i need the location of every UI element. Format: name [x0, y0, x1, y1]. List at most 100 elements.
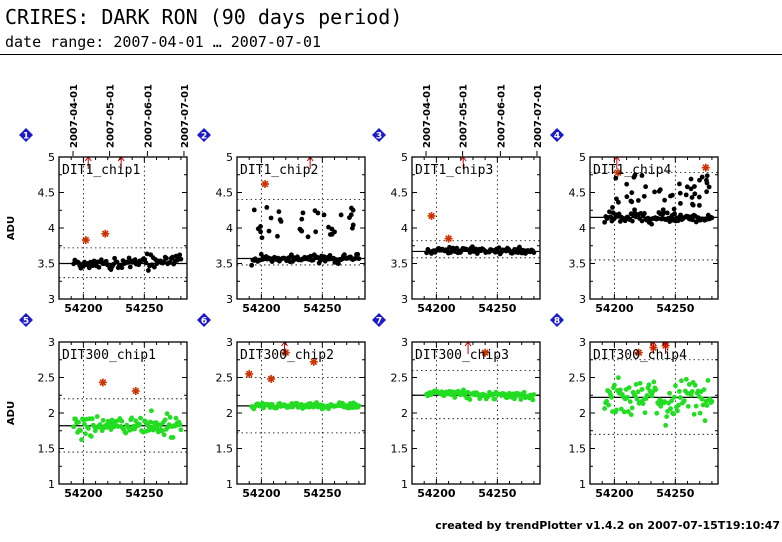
data-point [276, 209, 282, 215]
index-badge-icon [19, 128, 33, 142]
data-point [639, 218, 645, 224]
data-point [177, 252, 183, 258]
y-tick-label: 4.5 [391, 187, 409, 200]
data-point [308, 253, 314, 259]
data-point [531, 392, 537, 397]
data-point [701, 387, 707, 393]
y-tick-label: 5 [579, 151, 586, 164]
panel-4: 4 3 3.5 4 4.5 5 54200 54250 DIT1_chip4 [550, 128, 719, 315]
data-point [644, 393, 650, 398]
data-point [96, 264, 102, 270]
data-point [164, 411, 170, 417]
data-point [119, 418, 125, 424]
data-point [678, 212, 683, 218]
data-point [704, 189, 710, 195]
data-point [705, 378, 711, 383]
data-point [132, 257, 138, 263]
data-point [627, 399, 633, 404]
panel-label: DIT1_chip3 [415, 163, 493, 178]
data-point [697, 410, 703, 416]
data-point [617, 387, 623, 393]
data-point [321, 212, 327, 218]
data-point [689, 389, 695, 394]
data-point [467, 397, 473, 402]
data-point [251, 207, 257, 213]
y-tick-label: 2 [226, 407, 233, 420]
outlier-stroke [132, 387, 140, 395]
page-title: CRIRES: DARK RON (90 days period) [5, 5, 403, 29]
data-point [467, 250, 473, 255]
y-tick-label: 4 [579, 222, 586, 235]
data-point [78, 428, 83, 433]
y-tick-label: 2 [48, 407, 55, 420]
y-tick-label: 5 [401, 151, 408, 164]
index-badge-label: 7 [376, 317, 382, 327]
outlier-marker [81, 236, 90, 245]
data-point [677, 181, 682, 187]
data-point [678, 395, 683, 400]
outlier-marker [245, 369, 254, 378]
y-tick-label: 2.5 [569, 372, 587, 385]
y-axis-label: ADU [6, 401, 17, 425]
outlier-stroke [82, 236, 90, 244]
data-point [162, 417, 168, 423]
data-point [177, 422, 183, 427]
data-point [629, 218, 635, 224]
data-point [73, 416, 78, 422]
data-point [178, 427, 184, 433]
data-point [147, 419, 153, 425]
data-point [671, 411, 676, 417]
index-badge-label: 3 [376, 132, 382, 142]
data-point [356, 256, 362, 262]
data-point [264, 204, 270, 210]
data-point [706, 184, 712, 190]
data-point [299, 216, 305, 222]
data-point [658, 216, 664, 222]
panel-label: DIT1_chip4 [593, 163, 671, 178]
x-tick-label: 54200 [595, 302, 634, 315]
data-point [170, 254, 175, 260]
data-point [82, 421, 87, 427]
data-point [452, 395, 458, 400]
data-point [607, 209, 612, 215]
outlier-marker [98, 378, 107, 387]
data-point [143, 260, 149, 266]
data-point [639, 387, 645, 392]
data-point [610, 205, 615, 210]
panel-label: DIT300_chip1 [62, 348, 156, 363]
outlier-marker [444, 234, 453, 243]
data-point [690, 217, 696, 223]
x-tick-label: 54250 [125, 487, 164, 500]
data-point [664, 414, 670, 420]
plot-frame [411, 341, 541, 485]
data-point [683, 192, 689, 198]
panel-label: DIT300_chip4 [593, 348, 687, 363]
index-badge-icon [372, 128, 386, 142]
outlier-marker [614, 168, 623, 177]
y-tick-label: 3.5 [216, 258, 234, 271]
data-point [628, 412, 634, 418]
data-point [669, 398, 674, 404]
outlier-marker [701, 163, 710, 172]
data-point [654, 410, 660, 416]
data-point [651, 379, 657, 385]
data-point [662, 197, 667, 203]
y-tick-label: 3 [579, 293, 586, 306]
outlier-stroke [445, 235, 452, 243]
data-point [159, 428, 165, 434]
data-point [634, 396, 640, 402]
data-point [602, 406, 608, 411]
outlier-marker [101, 229, 110, 238]
data-point [298, 228, 304, 234]
x-tick-label: 54250 [656, 487, 695, 500]
data-point [696, 194, 702, 200]
panel-label: DIT1_chip1 [62, 163, 140, 178]
data-point [71, 424, 77, 430]
data-point [704, 180, 710, 186]
data-point [637, 380, 643, 386]
data-point [700, 402, 706, 408]
data-point [137, 422, 142, 427]
data-point [608, 214, 614, 220]
x-tick-label: 54200 [64, 302, 103, 315]
